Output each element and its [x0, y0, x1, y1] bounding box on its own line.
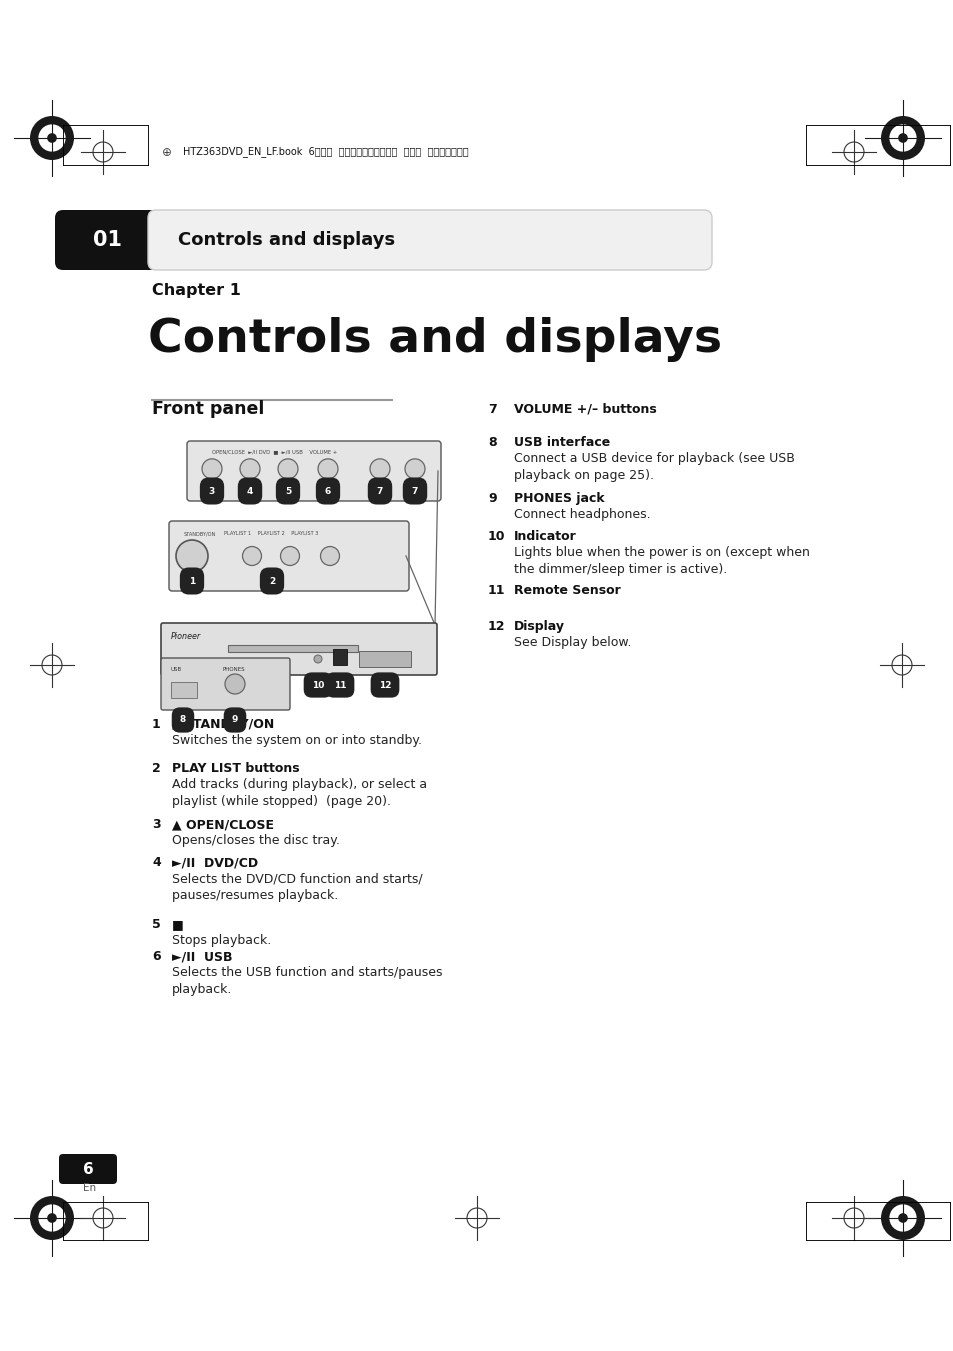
Text: Selects the USB function and starts/pauses
playback.: Selects the USB function and starts/paus…	[172, 966, 442, 996]
Bar	[228, 644, 357, 653]
Circle shape	[30, 116, 74, 159]
Text: 6: 6	[83, 1162, 93, 1177]
Text: Front panel: Front panel	[152, 400, 264, 417]
Circle shape	[202, 459, 222, 478]
Circle shape	[888, 124, 916, 151]
Text: VOLUME +/– buttons: VOLUME +/– buttons	[514, 403, 656, 416]
Text: PHONES: PHONES	[223, 667, 245, 671]
Text: Add tracks (during playback), or select a
playlist (while stopped)  (page 20).: Add tracks (during playback), or select …	[172, 778, 427, 808]
Text: 11: 11	[334, 681, 346, 689]
Text: 7: 7	[412, 486, 417, 496]
Text: Chapter 1: Chapter 1	[152, 282, 240, 299]
FancyBboxPatch shape	[148, 209, 711, 270]
Text: HTZ363DVD_EN_LF.book  6ページ  ２００７年３月１３日  火曜日  午後７時２９分: HTZ363DVD_EN_LF.book 6ページ ２００７年３月１３日 火曜日…	[183, 146, 468, 158]
Text: USB interface: USB interface	[514, 436, 610, 449]
Text: ■: ■	[172, 917, 184, 931]
Bar	[171, 682, 196, 698]
Text: 4: 4	[152, 857, 161, 869]
Circle shape	[280, 547, 299, 566]
Text: Lights blue when the power is on (except when
the dimmer/sleep timer is active).: Lights blue when the power is on (except…	[514, 546, 809, 576]
Bar	[358, 651, 411, 667]
Text: Connect headphones.: Connect headphones.	[514, 508, 650, 521]
Circle shape	[888, 1204, 916, 1232]
Circle shape	[880, 1196, 924, 1240]
Text: 8: 8	[488, 436, 497, 449]
Text: OPEN/CLOSE  ►/II DVD  ■  ►/II USB    VOLUME +: OPEN/CLOSE ►/II DVD ■ ►/II USB VOLUME +	[212, 449, 337, 454]
Text: See Display below.: See Display below.	[514, 636, 631, 648]
Text: PLAY LIST buttons: PLAY LIST buttons	[172, 762, 299, 775]
Circle shape	[242, 547, 261, 566]
Text: 8: 8	[180, 716, 186, 724]
FancyBboxPatch shape	[55, 209, 161, 270]
Text: USB: USB	[171, 667, 182, 671]
Text: ⏻ STANDBY/ON: ⏻ STANDBY/ON	[172, 717, 274, 731]
Circle shape	[314, 655, 322, 663]
Circle shape	[47, 134, 57, 143]
Text: 6: 6	[152, 950, 160, 963]
FancyBboxPatch shape	[59, 1154, 117, 1183]
Text: ►/II  DVD/CD: ►/II DVD/CD	[172, 857, 258, 869]
Circle shape	[175, 540, 208, 571]
FancyBboxPatch shape	[187, 440, 440, 501]
Circle shape	[225, 674, 245, 694]
Text: Controls and displays: Controls and displays	[148, 317, 721, 362]
Circle shape	[897, 1213, 907, 1223]
Circle shape	[47, 1213, 57, 1223]
Text: En: En	[83, 1183, 96, 1193]
Text: Indicator: Indicator	[514, 530, 577, 543]
Text: 1: 1	[189, 577, 195, 585]
Text: 5: 5	[152, 917, 161, 931]
Text: 10: 10	[488, 530, 505, 543]
Text: 9: 9	[488, 492, 497, 505]
Circle shape	[370, 459, 390, 478]
Circle shape	[317, 459, 337, 478]
Text: Remote Sensor: Remote Sensor	[514, 584, 620, 597]
Circle shape	[277, 459, 297, 478]
Circle shape	[320, 547, 339, 566]
Text: PLAYLIST 1    PLAYLIST 2    PLAYLIST 3: PLAYLIST 1 PLAYLIST 2 PLAYLIST 3	[224, 531, 318, 536]
Text: 3: 3	[152, 817, 160, 831]
FancyBboxPatch shape	[169, 521, 409, 590]
Circle shape	[38, 124, 66, 151]
Circle shape	[38, 1204, 66, 1232]
Text: 1: 1	[152, 717, 161, 731]
Text: 01: 01	[93, 230, 122, 250]
Text: 4: 4	[247, 486, 253, 496]
Circle shape	[240, 459, 260, 478]
Text: 2: 2	[152, 762, 161, 775]
Text: Opens/closes the disc tray.: Opens/closes the disc tray.	[172, 834, 339, 847]
Text: Selects the DVD/CD function and starts/
pauses/resumes playback.: Selects the DVD/CD function and starts/ …	[172, 871, 422, 901]
Text: 10: 10	[312, 681, 324, 689]
Text: Display: Display	[514, 620, 564, 634]
Text: 3: 3	[209, 486, 214, 496]
Text: Controls and displays: Controls and displays	[178, 231, 395, 249]
FancyBboxPatch shape	[161, 658, 290, 711]
Text: Switches the system on or into standby.: Switches the system on or into standby.	[172, 734, 421, 747]
Text: 11: 11	[488, 584, 505, 597]
Text: ►/II  USB: ►/II USB	[172, 950, 233, 963]
FancyBboxPatch shape	[161, 623, 436, 676]
Circle shape	[880, 116, 924, 159]
Text: 7: 7	[376, 486, 383, 496]
Circle shape	[897, 134, 907, 143]
Text: Connect a USB device for playback (see USB
playback on page 25).: Connect a USB device for playback (see U…	[514, 453, 794, 481]
Circle shape	[405, 459, 424, 478]
Bar	[333, 648, 347, 665]
Text: 2: 2	[269, 577, 274, 585]
Text: 5: 5	[285, 486, 291, 496]
Text: 7: 7	[488, 403, 497, 416]
Text: 12: 12	[378, 681, 391, 689]
Text: STANDBY/ON: STANDBY/ON	[184, 531, 216, 536]
Circle shape	[30, 1196, 74, 1240]
Text: 9: 9	[232, 716, 238, 724]
Text: ⊕: ⊕	[162, 146, 172, 158]
Text: Pioneer: Pioneer	[171, 632, 201, 640]
Text: PHONES jack: PHONES jack	[514, 492, 604, 505]
Text: Stops playback.: Stops playback.	[172, 934, 271, 947]
Text: 6: 6	[325, 486, 331, 496]
Text: 12: 12	[488, 620, 505, 634]
Text: ▲ OPEN/CLOSE: ▲ OPEN/CLOSE	[172, 817, 274, 831]
